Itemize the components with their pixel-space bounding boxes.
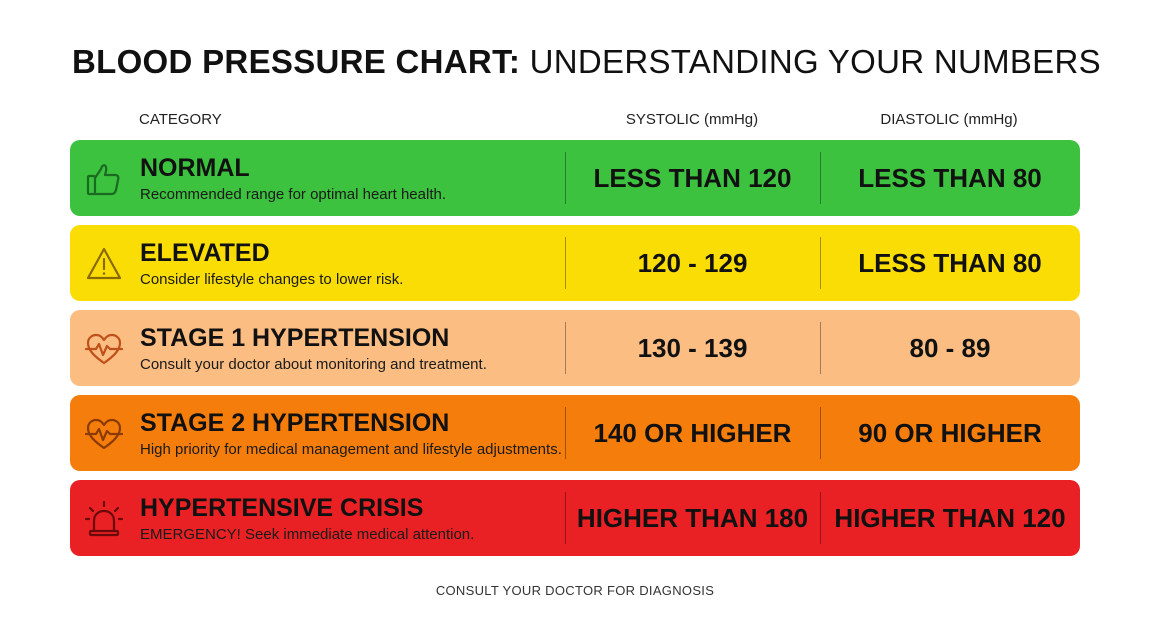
title-light: UNDERSTANDING YOUR NUMBERS bbox=[529, 43, 1101, 80]
category-name: NORMAL bbox=[140, 154, 250, 182]
category-description: Consult your doctor about monitoring and… bbox=[140, 356, 487, 373]
category-name: HYPERTENSIVE CRISIS bbox=[140, 494, 424, 522]
systolic-value: HIGHER THAN 180 bbox=[576, 503, 809, 533]
alarm-siren-icon bbox=[84, 499, 124, 539]
header-systolic: SYSTOLIC (mmHg) bbox=[625, 111, 759, 128]
header-category: CATEGORY bbox=[139, 111, 222, 128]
row-elevated: ELEVATED Consider lifestyle changes to l… bbox=[70, 225, 1080, 301]
category-name: STAGE 2 HYPERTENSION bbox=[140, 409, 450, 437]
diastolic-value: 90 OR HIGHER bbox=[858, 418, 1042, 448]
column-divider bbox=[820, 152, 821, 204]
page-title: BLOOD PRESSURE CHART: UNDERSTANDING YOUR… bbox=[72, 40, 1101, 84]
header-diastolic: DIASTOLIC (mmHg) bbox=[880, 111, 1018, 128]
title-bold: BLOOD PRESSURE CHART: bbox=[72, 43, 521, 80]
column-divider bbox=[565, 322, 566, 374]
diastolic-value: LESS THAN 80 bbox=[858, 163, 1042, 193]
column-divider bbox=[820, 492, 821, 544]
category-description: Recommended range for optimal heart heal… bbox=[140, 186, 447, 203]
category-description: Consider lifestyle changes to lower risk… bbox=[140, 271, 404, 288]
column-divider bbox=[565, 152, 566, 204]
row-stage-1-hypertension: STAGE 1 HYPERTENSION Consult your doctor… bbox=[70, 310, 1080, 386]
column-divider bbox=[820, 237, 821, 289]
category-description: High priority for medical management and… bbox=[140, 441, 562, 458]
heartbeat-icon bbox=[84, 414, 124, 454]
column-divider bbox=[820, 322, 821, 374]
column-divider bbox=[565, 407, 566, 459]
column-divider bbox=[565, 237, 566, 289]
row-stage-2-hypertension: STAGE 2 HYPERTENSION High priority for m… bbox=[70, 395, 1080, 471]
thumbs-up-icon bbox=[84, 159, 124, 199]
warning-icon bbox=[84, 244, 124, 284]
footer-note: CONSULT YOUR DOCTOR FOR DIAGNOSIS bbox=[435, 583, 715, 598]
column-divider bbox=[565, 492, 566, 544]
systolic-value: 140 OR HIGHER bbox=[593, 418, 792, 448]
row-hypertensive-crisis: HYPERTENSIVE CRISIS EMERGENCY! Seek imme… bbox=[70, 480, 1080, 556]
category-description: EMERGENCY! Seek immediate medical attent… bbox=[140, 526, 475, 543]
column-divider bbox=[820, 407, 821, 459]
systolic-value: 120 - 129 bbox=[637, 248, 748, 278]
diastolic-value: HIGHER THAN 120 bbox=[834, 503, 1066, 533]
category-name: STAGE 1 HYPERTENSION bbox=[140, 324, 450, 352]
heartbeat-icon bbox=[84, 329, 124, 369]
row-normal: NORMAL Recommended range for optimal hea… bbox=[70, 140, 1080, 216]
systolic-value: LESS THAN 120 bbox=[593, 163, 792, 193]
category-name: ELEVATED bbox=[140, 239, 270, 267]
diastolic-value: LESS THAN 80 bbox=[858, 248, 1042, 278]
systolic-value: 130 - 139 bbox=[637, 333, 748, 363]
diastolic-value: 80 - 89 bbox=[909, 333, 991, 363]
